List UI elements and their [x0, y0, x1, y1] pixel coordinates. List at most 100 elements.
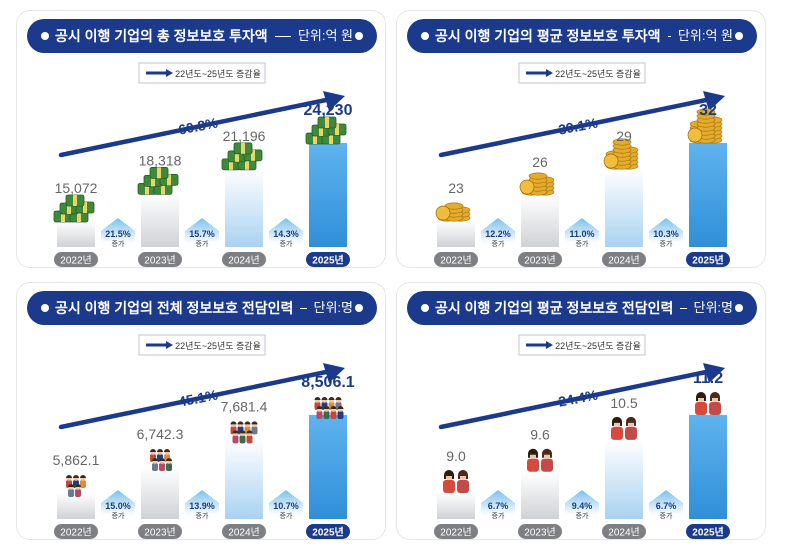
change-indicator: 15.7%증가 — [185, 218, 219, 248]
bar — [309, 415, 347, 519]
change-chevron — [649, 490, 683, 515]
year-pill: 2022년 — [54, 524, 98, 539]
change-note: 증가 — [492, 239, 505, 248]
header-dot-left — [41, 32, 49, 40]
year-label: 2023년 — [524, 527, 555, 539]
year-pill: 2023년 — [138, 252, 182, 267]
legend-box — [518, 62, 646, 84]
year-label: 2022년 — [60, 527, 91, 539]
people-group-icon — [150, 449, 172, 472]
year-label: 2022년 — [440, 255, 471, 267]
legend-arrow-head — [546, 69, 553, 77]
panel-header: 공시 이행 기업의 전체 정보보호 전담인력 단위:명 — [27, 291, 377, 325]
total-change-arrow — [58, 91, 345, 158]
change-indicator: 15.0%증가 — [101, 490, 135, 520]
legend-label: 22년도~25년도 증감율 — [555, 68, 641, 79]
change-chevron — [185, 490, 219, 515]
legend: 22년도~25년도 증감율 — [518, 334, 646, 356]
change-note: 증가 — [112, 511, 125, 520]
change-note: 증가 — [492, 511, 505, 520]
change-note: 증가 — [196, 511, 209, 520]
coin-stack-icon — [519, 172, 555, 196]
year-label: 2022년 — [440, 527, 471, 539]
panel-title: 공시 이행 기업의 평균 정보보호 투자액 — [435, 28, 661, 44]
value-label: 6,742.3 — [137, 426, 184, 442]
total-change-label: 39.1% — [557, 114, 600, 137]
header-dot-right — [355, 304, 363, 312]
change-indicator: 21.5%증가 — [101, 218, 135, 248]
header-dot-right — [735, 32, 743, 40]
coin-stack-icon — [435, 202, 471, 222]
change-percent: 15.0% — [105, 501, 131, 511]
change-percent: 10.3% — [653, 229, 679, 239]
bar — [605, 169, 643, 247]
year-pill: 2025년 — [306, 524, 350, 539]
arrow-head — [703, 363, 725, 383]
change-chevron — [269, 490, 303, 515]
total-change-arrow — [438, 91, 725, 158]
header-dot-right — [355, 32, 363, 40]
change-chevron — [649, 218, 683, 243]
people-group-icon — [66, 475, 86, 497]
investment-total-panel: 공시 이행 기업의 총 정보보호 투자액 단위:억 원 22년도~25년도 증감… — [16, 10, 386, 268]
arrow-shaft — [438, 368, 714, 430]
legend-arrow-head — [546, 341, 553, 349]
year-pill: 2023년 — [518, 524, 562, 539]
change-chevron — [269, 218, 303, 243]
money-stack-icon — [305, 116, 347, 145]
year-pill: 2022년 — [434, 524, 478, 539]
panel-unit: 단위:억 원 — [677, 28, 733, 43]
year-pill: 2022년 — [434, 252, 478, 267]
arrow-head — [703, 91, 725, 111]
year-label: 2023년 — [524, 255, 555, 267]
staff-average-panel: 공시 이행 기업의 평균 정보보호 전담인력 단위:명 22년도~25년도 증감… — [396, 282, 766, 540]
value-label: 24,230 — [304, 102, 353, 119]
year-pill: 2025년 — [686, 524, 730, 539]
year-label: 2025년 — [312, 254, 343, 267]
value-label: 23 — [448, 180, 464, 196]
total-change-arrow — [438, 363, 725, 430]
header-dot-right — [735, 304, 743, 312]
legend-label: 22년도~25년도 증감율 — [175, 340, 261, 351]
coin-stack-icon — [603, 138, 639, 170]
year-pill: 2024년 — [602, 524, 646, 539]
value-label: 11.2 — [693, 370, 723, 387]
value-label: 26 — [532, 154, 548, 170]
value-label: 10.5 — [610, 395, 637, 411]
couple-icon — [695, 392, 721, 415]
arrow-head — [323, 91, 345, 111]
year-label: 2025년 — [312, 526, 343, 539]
legend-box — [138, 334, 266, 356]
year-pill: 2023년 — [518, 252, 562, 267]
investment-average-panel: 공시 이행 기업의 평균 정보보호 투자액 단위:억 원 22년도~25년도 증… — [396, 10, 766, 268]
value-label: 9.0 — [446, 448, 466, 464]
change-percent: 9.4% — [572, 501, 593, 511]
bar — [605, 439, 643, 519]
change-note: 증가 — [280, 239, 293, 248]
year-label: 2023년 — [144, 255, 175, 267]
panel-unit: 단위:억 원 — [297, 28, 353, 43]
coin-stack-icon — [687, 108, 723, 144]
change-chevron — [101, 218, 135, 243]
panel-header: 공시 이행 기업의 총 정보보호 투자액 단위:억 원 — [27, 19, 377, 53]
change-percent: 11.0% — [569, 229, 594, 239]
bar — [225, 168, 263, 247]
year-pill: 2024년 — [222, 252, 266, 267]
bar — [141, 193, 179, 247]
panel-title: 공시 이행 기업의 총 정보보호 투자액 — [55, 28, 268, 44]
year-label: 2025년 — [692, 526, 723, 539]
year-pill: 2024년 — [602, 252, 646, 267]
change-chevron — [565, 218, 599, 243]
change-note: 증가 — [576, 239, 589, 248]
panel-title: 공시 이행 기업의 평균 정보보호 전담인력 — [435, 300, 674, 316]
people-group-icon — [230, 421, 258, 444]
total-change-label: 60.8% — [177, 114, 220, 137]
chart-area: 22년도~25년도 증감율 45.1% 5,862.1 2022년 6,742.3 202… — [53, 334, 355, 539]
header-divider — [667, 35, 671, 37]
legend-label: 22년도~25년도 증감율 — [175, 68, 261, 79]
panel-title: 공시 이행 기업의 전체 정보보호 전담인력 — [55, 300, 294, 316]
year-label: 2025년 — [692, 254, 723, 267]
value-label: 9.6 — [530, 427, 550, 443]
year-pill: 2022년 — [54, 252, 98, 267]
arrow-shaft — [438, 96, 714, 158]
